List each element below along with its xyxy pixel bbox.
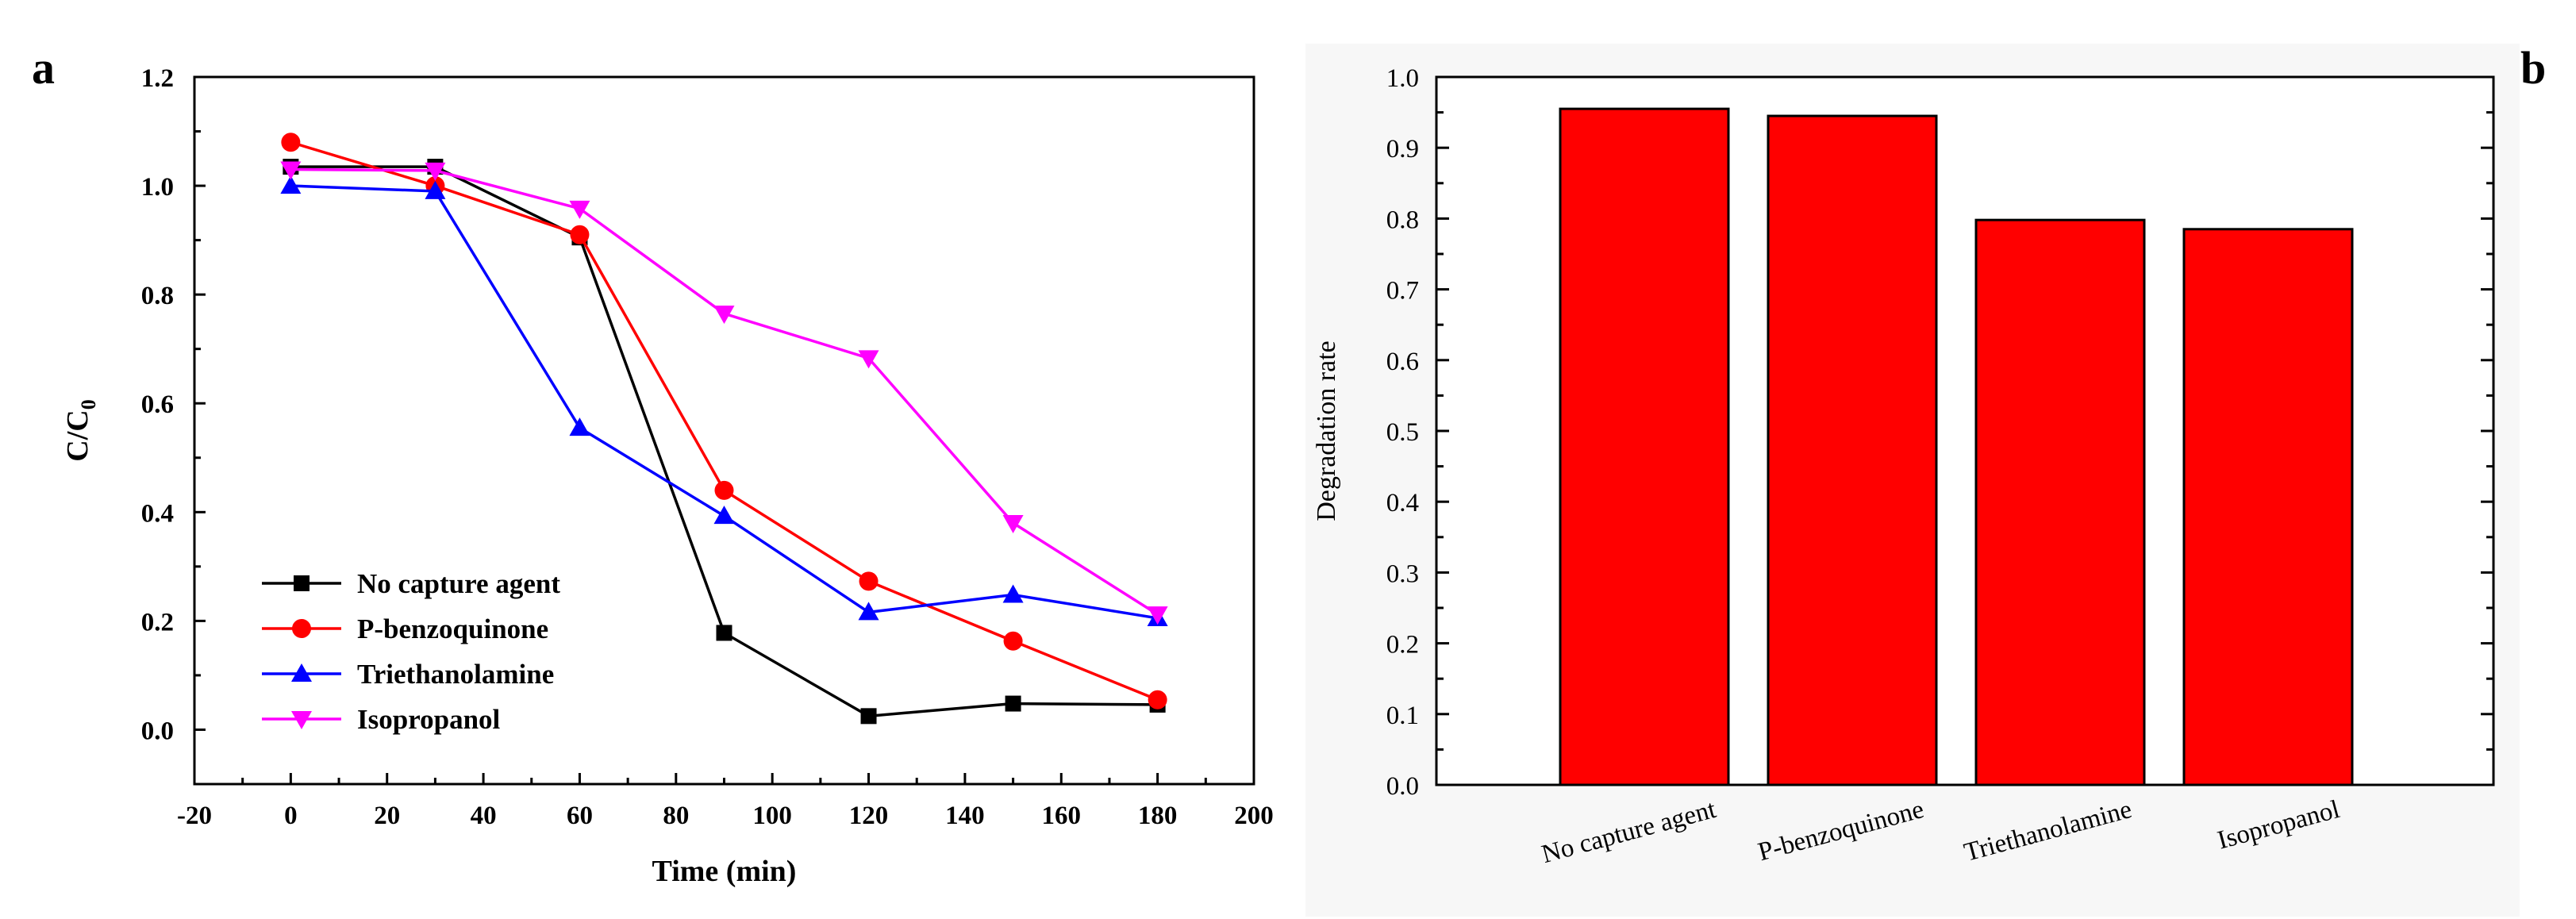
line-chart-panel-a: -20 0 20 40 60 80 100 120 140 160 180 200 0.0 0.2 0.4 0… [61,64,1274,888]
data-point-series-2 [713,506,735,525]
y-tick-label-b: 0.8 [1386,206,1419,234]
data-point-series-3 [858,350,879,369]
x-tick-label-a: 160 [1042,802,1082,830]
data-point-series-3 [280,161,302,180]
y-tick-label-b: 0.2 [1386,631,1419,659]
y-tick-label-b: 0.7 [1386,277,1419,306]
legend-label-3: Isopropanol [357,704,501,735]
plot-frame-a [193,75,1255,786]
y-tick-label-b: 0.4 [1386,489,1419,517]
data-point-series-2 [1002,584,1024,603]
x-tick-label-a: 20 [374,802,400,830]
data-point-series-3 [425,162,446,181]
x-tick-label-a: 40 [471,802,497,830]
legend-marker-0 [294,575,310,591]
x-tick-label-a: 0 [284,802,298,830]
y-tick-label-a: 0.0 [141,717,174,745]
y-axis-title-b: Degradation rate [1312,340,1341,521]
x-tick-label-a: -20 [177,802,212,830]
data-point-series-1 [714,480,734,500]
legend-label-1: P-benzoquinone [357,613,548,644]
data-point-series-3 [1002,515,1024,534]
panel-a-label: a [32,42,55,94]
y-axis-title-subscript-a: 0 [77,399,100,410]
x-tick-label-a: 200 [1234,802,1274,830]
legend-marker-3 [291,711,312,729]
y-tick-label-b: 0.3 [1386,559,1419,588]
y-tick-label-b: 0.6 [1386,348,1419,376]
y-axis-title-main-a: C/C [61,410,94,461]
data-point-series-1 [1003,631,1023,651]
series-line-2 [290,184,1158,620]
data-point-series-2 [569,417,590,436]
x-tick-label-a: 140 [945,802,985,830]
bar-1 [1767,114,1938,786]
data-point-series-1 [281,133,301,152]
x-tick-label-a: 120 [849,802,889,830]
x-axis-title-a: Time (min) [652,855,797,888]
bar-chart-panel-b: 0.0 0.1 0.2 0.3 0.4 0.5 0.6 0.7 0.8 0.9 1.0 Degrada… [1305,44,2520,917]
data-point-series-1 [570,225,590,244]
x-tick-label-a: 180 [1138,802,1178,830]
data-point-series-3 [569,200,590,219]
data-point-series-3 [713,306,735,325]
y-tick-label-a: 1.0 [141,173,174,202]
y-tick-label-a: 1.2 [141,64,174,93]
y-tick-label-a: 0.4 [141,499,174,528]
panel-b-label: b [2520,42,2546,94]
y-tick-label-b: 0.0 [1386,772,1419,801]
legend-marker-2 [291,663,312,682]
bar-3 [2182,228,2354,786]
y-tick-label-a: 0.2 [141,608,174,636]
data-point-series-0 [1005,695,1021,712]
x-tick-label-a: 80 [663,802,689,830]
bar-2 [1974,218,2146,786]
y-tick-label-a: 0.6 [141,390,174,419]
y-axis-title-a: C/C0 [61,399,100,461]
data-point-series-3 [1147,606,1168,625]
legend-marker-1 [292,619,311,638]
data-point-series-2 [280,175,302,194]
legend-label-0: No capture agent [357,568,560,599]
y-tick-label-b: 1.0 [1386,64,1419,93]
data-point-series-0 [716,625,732,641]
data-point-series-2 [858,602,879,621]
legend-label-2: Triethanolamine [357,659,554,690]
data-point-series-2 [425,180,446,199]
data-point-series-1 [859,571,879,591]
y-tick-label-b: 0.1 [1386,702,1419,730]
series-line-3 [290,167,1159,616]
data-point-series-0 [860,708,877,725]
x-tick-label-a: 100 [752,802,792,830]
x-tick-label-a: 60 [567,802,593,830]
y-tick-label-b: 0.9 [1386,135,1419,163]
y-tick-label-b: 0.5 [1386,418,1419,447]
data-point-series-1 [1148,690,1167,709]
bar-0 [1559,107,1730,786]
y-tick-label-a: 0.8 [141,282,174,310]
